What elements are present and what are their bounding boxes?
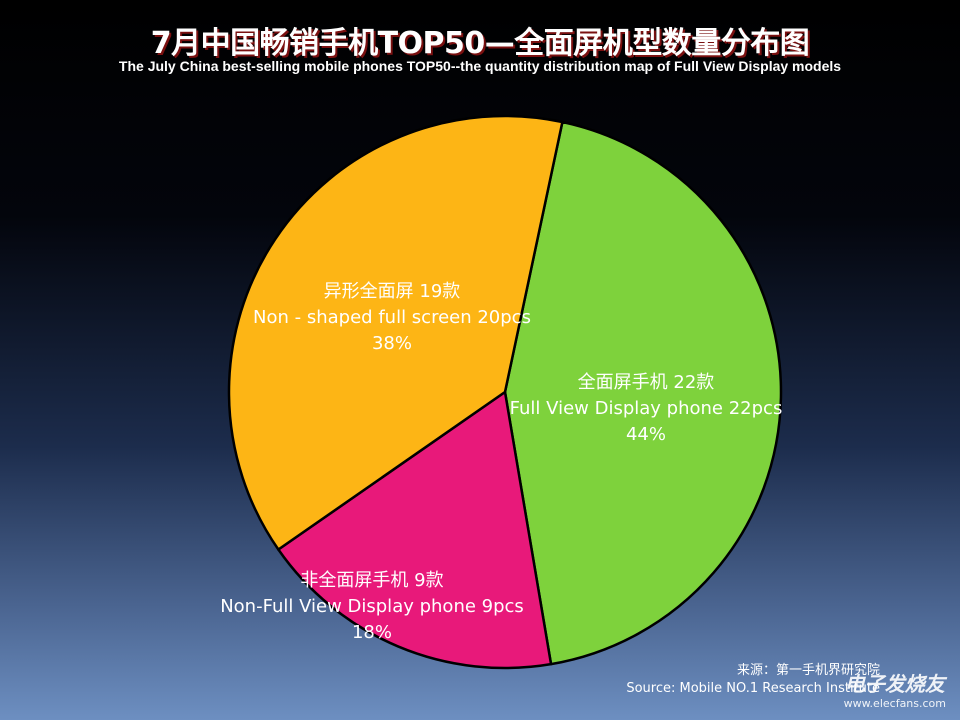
slice-label-cn: 非全面屏手机 9款 [300,570,444,591]
source-en: Source: Mobile NO.1 Research Institute [626,681,880,696]
slice-non-full-view [277,390,553,670]
slice-label-percent: 38% [371,333,412,354]
slice-label-percent: 18% [351,622,392,643]
watermark: 电子发烧友 www.elecfans.com [844,668,946,710]
slice-label-full-view: 全面屏手机 22款 Full View Display phone 22pcs … [476,370,816,448]
slice-label-en: Non - shaped full screen 20pcs [253,307,531,328]
slice-full-view [503,120,783,666]
slice-label-non-full-view: 非全面屏手机 9款 Non-Full View Display phone 9p… [202,568,542,646]
slice-label-percent: 44% [625,424,666,445]
watermark-logo: 电子发烧友 [844,672,945,696]
chart-subtitle: The July China best-selling mobile phone… [118,58,842,74]
chart-title: 7月中国畅销手机TOP50—全面屏机型数量分布图 [150,26,810,61]
source-note: 来源：第一手机界研究院 Source: Mobile NO.1 Research… [626,662,880,698]
slice-label-cn: 异形全面屏 19款 [323,281,461,302]
slice-label-en: Full View Display phone 22pcs [509,398,783,419]
slice-label-non-shaped: 异形全面屏 19款 Non - shaped full screen 20pcs… [222,279,562,357]
slice-label-cn: 全面屏手机 22款 [577,372,715,393]
slice-label-en: Non-Full View Display phone 9pcs [220,596,524,617]
slice-non-shaped [227,114,564,551]
source-cn: 来源：第一手机界研究院 [736,663,880,678]
watermark-url: www.elecfans.com [843,697,946,710]
